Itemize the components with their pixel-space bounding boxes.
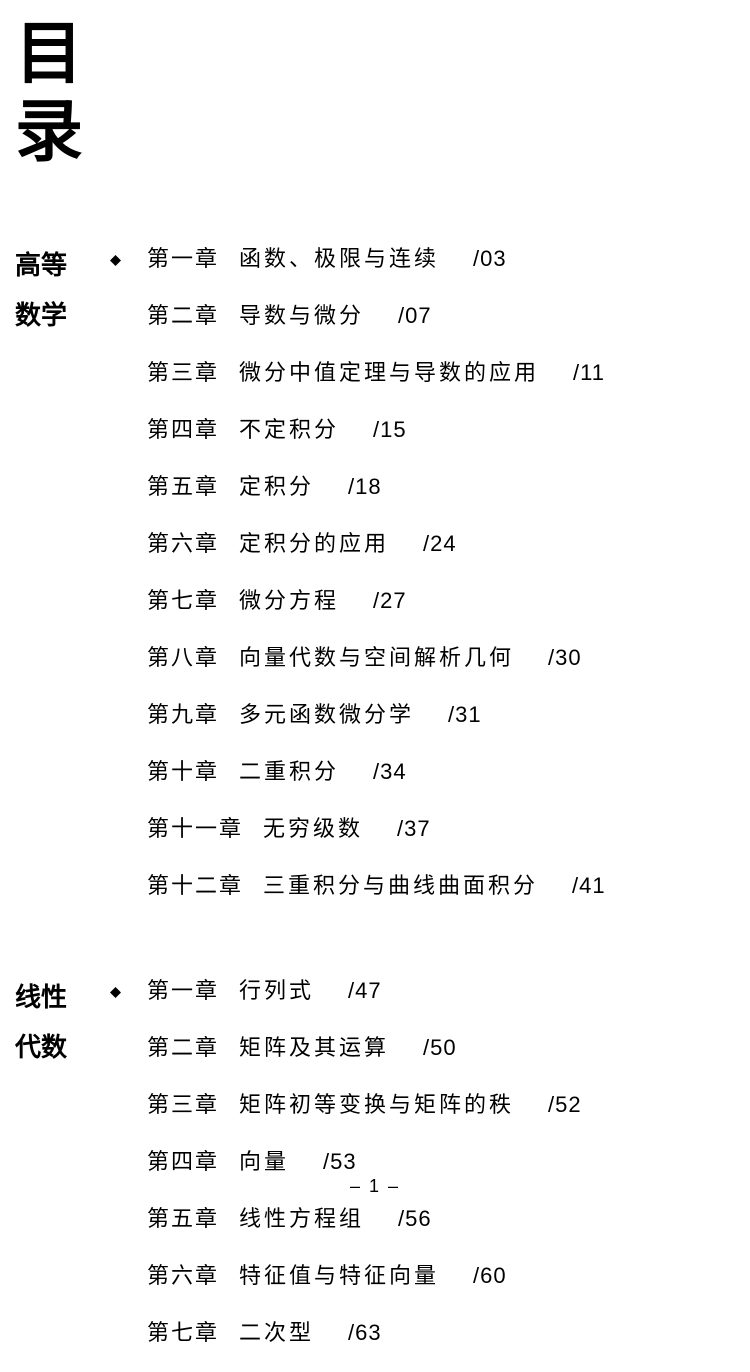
page-number: – 1 –	[0, 1176, 750, 1197]
chapter-row: 第八章向量代数与空间解析几何/30	[147, 640, 750, 672]
chapter-number: 第三章	[147, 1087, 219, 1119]
chapter-row: 第七章微分方程/27	[147, 583, 750, 615]
chapter-page: /27	[373, 588, 407, 614]
chapter-title: 多元函数微分学	[239, 697, 414, 729]
chapter-title: 特征值与特征向量	[239, 1258, 439, 1290]
chapter-row: 第四章向量/53	[147, 1144, 750, 1176]
diamond-icon	[105, 973, 125, 1372]
section-label: 高等数学	[15, 241, 105, 925]
chapter-title: 微分方程	[239, 583, 339, 615]
chapter-number: 第八章	[147, 640, 219, 672]
page-title: 目 录	[15, 15, 750, 171]
title-line-2: 录	[15, 93, 750, 171]
chapter-number: 第一章	[147, 241, 219, 273]
chapter-title: 定积分	[239, 469, 314, 501]
chapter-row: 第十二章三重积分与曲线曲面积分/41	[147, 868, 750, 900]
chapter-page: /07	[398, 303, 432, 329]
chapter-row: 第六章特征值与特征向量/60	[147, 1258, 750, 1290]
chapter-title: 不定积分	[239, 412, 339, 444]
chapter-list: 第一章函数、极限与连续/03 第二章导数与微分/07 第三章微分中值定理与导数的应用…	[147, 241, 750, 925]
chapter-number: 第五章	[147, 1201, 219, 1233]
chapter-number: 第七章	[147, 1315, 219, 1347]
chapter-page: /52	[548, 1092, 582, 1118]
chapter-row: 第四章不定积分/15	[147, 412, 750, 444]
chapter-title: 行列式	[239, 973, 314, 1005]
chapter-title: 二重积分	[239, 754, 339, 786]
chapter-title: 函数、极限与连续	[239, 241, 439, 273]
chapter-row: 第一章函数、极限与连续/03	[147, 241, 750, 273]
toc-sections: 高等数学第一章函数、极限与连续/03第二章导数与微分/07第三章微分中值定理与导…	[15, 241, 750, 1372]
toc-section: 线性代数第一章行列式/47第二章矩阵及其运算/50第三章矩阵初等变换与矩阵的秩/…	[15, 973, 750, 1372]
section-label-line: 高等	[15, 241, 105, 290]
chapter-page: /41	[572, 873, 606, 899]
section-label-line: 线性	[15, 973, 105, 1022]
chapter-number: 第十章	[147, 754, 219, 786]
chapter-title: 向量	[239, 1144, 289, 1176]
chapter-page: /24	[423, 531, 457, 557]
chapter-title: 矩阵初等变换与矩阵的秩	[239, 1087, 514, 1119]
chapter-page: /53	[323, 1149, 357, 1175]
chapter-row: 第五章定积分/18	[147, 469, 750, 501]
chapter-row: 第十一章无穷级数/37	[147, 811, 750, 843]
chapter-number: 第一章	[147, 973, 219, 1005]
chapter-number: 第六章	[147, 526, 219, 558]
chapter-title: 线性方程组	[239, 1201, 364, 1233]
diamond-icon	[105, 241, 125, 925]
chapter-row: 第二章导数与微分/07	[147, 298, 750, 330]
chapter-row: 第六章定积分的应用/24	[147, 526, 750, 558]
chapter-row: 第三章矩阵初等变换与矩阵的秩/52	[147, 1087, 750, 1119]
chapter-page: /15	[373, 417, 407, 443]
chapter-page: /03	[473, 246, 507, 272]
chapter-number: 第二章	[147, 298, 219, 330]
chapter-title: 导数与微分	[239, 298, 364, 330]
chapter-row: 第一章行列式/47	[147, 973, 750, 1005]
chapter-page: /63	[348, 1320, 382, 1346]
chapter-row: 第七章二次型/63	[147, 1315, 750, 1347]
chapter-page: /11	[573, 360, 605, 386]
section-label-line: 代数	[15, 1023, 105, 1072]
chapter-title: 微分中值定理与导数的应用	[239, 355, 539, 387]
chapter-page: /47	[348, 978, 382, 1004]
chapter-title: 三重积分与曲线曲面积分	[263, 868, 538, 900]
chapter-page: /56	[398, 1206, 432, 1232]
chapter-number: 第五章	[147, 469, 219, 501]
chapter-page: /60	[473, 1263, 507, 1289]
chapter-number: 第二章	[147, 1030, 219, 1062]
chapter-number: 第六章	[147, 1258, 219, 1290]
chapter-number: 第十一章	[147, 811, 243, 843]
chapter-page: /18	[348, 474, 382, 500]
chapter-page: /30	[548, 645, 582, 671]
title-line-1: 目	[15, 15, 750, 93]
chapter-title: 二次型	[239, 1315, 314, 1347]
chapter-title: 向量代数与空间解析几何	[239, 640, 514, 672]
chapter-row: 第五章线性方程组/56	[147, 1201, 750, 1233]
section-label: 线性代数	[15, 973, 105, 1372]
chapter-number: 第四章	[147, 1144, 219, 1176]
chapter-number: 第十二章	[147, 868, 243, 900]
chapter-page: /31	[448, 702, 482, 728]
chapter-row: 第十章二重积分/34	[147, 754, 750, 786]
chapter-title: 矩阵及其运算	[239, 1030, 389, 1062]
toc-section: 高等数学 第一章函数、极限与连续/03 第二章导数与微分/07 第三章微分中值定理与导…	[15, 241, 750, 925]
chapter-page: /37	[397, 816, 431, 842]
chapter-number: 第七章	[147, 583, 219, 615]
chapter-list: 第一章行列式/47 第二章矩阵及其运算/50 第三章矩阵初等变换与矩阵的秩/52 第四…	[147, 973, 750, 1372]
chapter-number: 第九章	[147, 697, 219, 729]
chapter-row: 第九章多元函数微分学/31	[147, 697, 750, 729]
chapter-page: /50	[423, 1035, 457, 1061]
chapter-row: 第二章矩阵及其运算/50	[147, 1030, 750, 1062]
chapter-number: 第四章	[147, 412, 219, 444]
chapter-page: /34	[373, 759, 407, 785]
chapter-title: 无穷级数	[263, 811, 363, 843]
chapter-number: 第三章	[147, 355, 219, 387]
chapter-row: 第三章微分中值定理与导数的应用/11	[147, 355, 750, 387]
chapter-title: 定积分的应用	[239, 526, 389, 558]
section-label-line: 数学	[15, 291, 105, 340]
